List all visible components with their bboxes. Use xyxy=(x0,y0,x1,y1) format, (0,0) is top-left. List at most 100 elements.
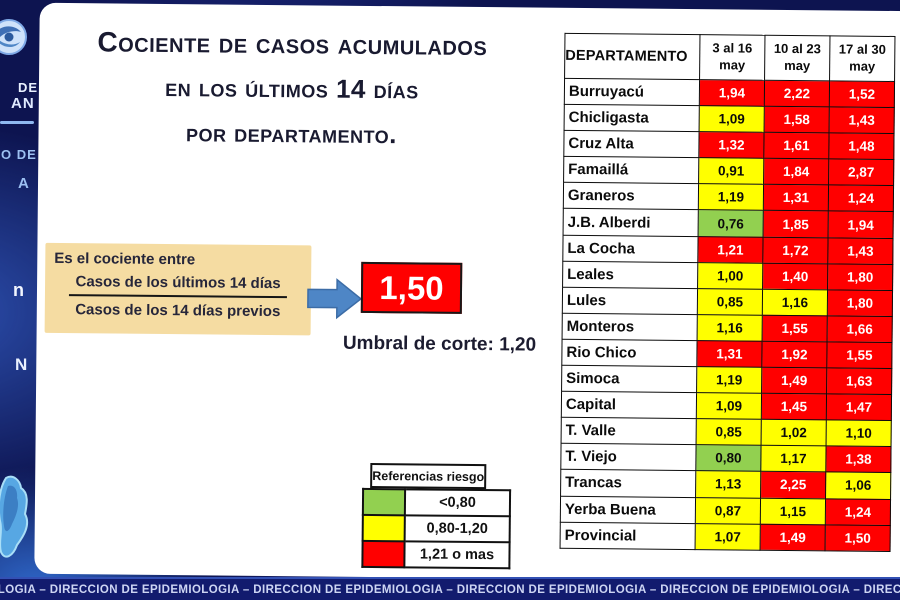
quotient-explanation-callout: Es el cociente entre Casos de los último… xyxy=(44,242,312,336)
table-row: Cruz Alta 1,32 1,61 1,48 xyxy=(563,130,895,160)
ratio-cell: 1,43 xyxy=(829,106,895,134)
table-row: J.B. Alberdi 0,76 1,85 1,94 xyxy=(563,208,894,239)
table-row: Trancas 1,13 2,25 1,06 xyxy=(560,469,891,499)
legend-table: <0,80 0,80-1,20 1,21 o mas xyxy=(361,488,511,569)
risk-legend: Referencias riesgo <0,80 0,80-1,20 1,21 … xyxy=(361,462,512,569)
table-row: Monteros 1,16 1,55 1,66 xyxy=(562,313,893,343)
table-row: T. Viejo 0,80 1,17 1,38 xyxy=(560,443,892,473)
department-name: Graneros xyxy=(563,182,699,211)
legend-swatch-green xyxy=(362,488,406,516)
table-header-row: DEPARTAMENTO 3 al 16 may 10 al 23 may 17… xyxy=(564,33,895,82)
callout-intro: Es el cociente entre xyxy=(54,249,196,269)
department-name: T. Valle xyxy=(561,417,697,445)
ratio-cell: 1,15 xyxy=(760,497,826,525)
sidebar-text-fragment: n xyxy=(13,280,24,300)
department-name: Capital xyxy=(561,391,697,419)
ratio-cell: 1,94 xyxy=(828,211,894,239)
column-header-period: 17 al 30 may xyxy=(829,35,895,82)
ratio-cell: 1,19 xyxy=(698,183,764,211)
department-ratio-table: DEPARTAMENTO 3 al 16 may 10 al 23 may 17… xyxy=(560,33,896,552)
table-body: Burruyacú 1,94 2,22 1,52 Chicligasta 1,09 1,58… xyxy=(560,78,895,552)
ratio-cell: 1,49 xyxy=(760,523,826,551)
ratio-cell: 0,85 xyxy=(697,288,763,316)
ratio-cell: 1,00 xyxy=(697,262,763,289)
legend-label: <0,80 xyxy=(404,489,511,517)
right-arrow-icon xyxy=(307,278,363,320)
department-name: Simoca xyxy=(561,365,697,393)
ratio-cell: 1,48 xyxy=(828,133,895,160)
table-row: Rio Chico 1,31 1,92 1,55 xyxy=(561,339,893,369)
presentation-slide: Cociente de casos acumulados en los últi… xyxy=(34,2,900,583)
ratio-cell: 0,76 xyxy=(698,210,764,237)
legend-row: 1,21 o mas xyxy=(362,540,510,569)
ratio-cell: 1,45 xyxy=(761,393,827,421)
ratio-cell: 1,40 xyxy=(762,262,828,290)
fraction-denominator: Casos de los 14 días previos xyxy=(75,301,281,321)
ratio-cell: 1,80 xyxy=(827,289,893,317)
ratio-cell: 1,31 xyxy=(763,184,829,212)
ratio-cell: 1,52 xyxy=(829,80,895,108)
department-name: Provincial xyxy=(560,521,696,550)
department-name: Lules xyxy=(562,287,698,315)
sidebar-text-fragment: O DE xyxy=(1,147,37,162)
department-name: Trancas xyxy=(560,469,696,498)
highlight-ratio-value: 1,50 xyxy=(360,261,463,314)
ratio-cell: 1,09 xyxy=(696,392,762,420)
ratio-cell: 1,09 xyxy=(699,105,765,133)
ratio-cell: 1,63 xyxy=(826,367,892,395)
table-row: Burruyacú 1,94 2,22 1,52 xyxy=(564,78,895,108)
footer-ticker-text: DIRECCION DE EPIDEMIOLOGIA – DIRECCION D… xyxy=(0,583,900,596)
table-row: Graneros 1,19 1,31 1,24 xyxy=(563,182,894,212)
table-row: Simoca 1,19 1,49 1,63 xyxy=(561,365,892,395)
ratio-cell: 1,38 xyxy=(825,446,892,473)
ratio-cell: 1,13 xyxy=(695,471,761,498)
column-header-department: DEPARTAMENTO xyxy=(564,33,700,80)
ratio-cell: 1,80 xyxy=(827,263,893,291)
sidebar-text-fragment: N xyxy=(15,355,28,374)
fraction-numerator: Casos de los últimos 14 días xyxy=(69,273,287,299)
legend-row: 0,80-1,20 xyxy=(362,514,510,543)
ratio-cell: 1,16 xyxy=(697,314,763,342)
department-name: Famaillá xyxy=(563,156,699,184)
title-line: en los últimos 14 días xyxy=(165,71,419,105)
ratio-cell: 2,25 xyxy=(760,471,826,499)
department-name: Burruyacú xyxy=(564,78,700,106)
ratio-cell: 1,94 xyxy=(699,79,765,107)
department-name: Yerba Buena xyxy=(560,495,696,524)
legend-label: 0,80-1,20 xyxy=(404,515,510,543)
legend-label: 1,21 o mas xyxy=(404,541,510,569)
ratio-cell: 0,87 xyxy=(695,497,761,524)
fraction: Casos de los últimos 14 días Casos de lo… xyxy=(45,273,311,321)
ratio-cell: 1,55 xyxy=(762,315,828,342)
department-name: J.B. Alberdi xyxy=(563,208,699,237)
ratio-cell: 1,07 xyxy=(695,523,761,550)
title-line: Cociente de casos acumulados xyxy=(97,26,488,62)
table-row: Provincial 1,07 1,49 1,50 xyxy=(560,521,891,552)
ratio-cell: 1,43 xyxy=(827,237,894,265)
sidebar-text-fragment: A xyxy=(18,175,29,192)
ratio-cell: 1,16 xyxy=(762,288,828,316)
ratio-cell: 2,87 xyxy=(828,159,894,186)
table-row: Chicligasta 1,09 1,58 1,43 xyxy=(564,104,895,134)
page-title: Cociente de casos acumulados en los últi… xyxy=(56,19,527,159)
legend-swatch-yellow xyxy=(362,514,405,542)
ratio-cell: 1,32 xyxy=(698,131,765,159)
ratio-cell: 1,66 xyxy=(827,315,893,343)
sidebar-text-fragment: DE xyxy=(18,80,39,95)
footer-ticker: DIRECCION DE EPIDEMIOLOGIA – DIRECCION D… xyxy=(0,577,900,600)
table-row: Famaillá 0,91 1,84 2,87 xyxy=(563,156,894,186)
ratio-cell: 1,85 xyxy=(763,210,829,238)
legend-swatch-red xyxy=(362,540,405,568)
ratio-cell: 1,31 xyxy=(696,340,763,368)
department-name: T. Viejo xyxy=(560,443,697,472)
tucuman-map-icon xyxy=(0,475,29,558)
column-header-period: 10 al 23 may xyxy=(764,35,830,81)
ratio-cell: 1,84 xyxy=(763,158,829,186)
department-name: Chicligasta xyxy=(564,104,700,132)
column-header-period: 3 al 16 may xyxy=(699,34,765,81)
table-row: Yerba Buena 0,87 1,15 1,24 xyxy=(560,495,891,526)
table-row: Capital 1,09 1,45 1,47 xyxy=(561,391,892,421)
ratio-cell: 1,58 xyxy=(764,106,830,134)
ratio-cell: 1,61 xyxy=(763,132,830,160)
table-row: T. Valle 0,85 1,02 1,10 xyxy=(561,417,892,447)
